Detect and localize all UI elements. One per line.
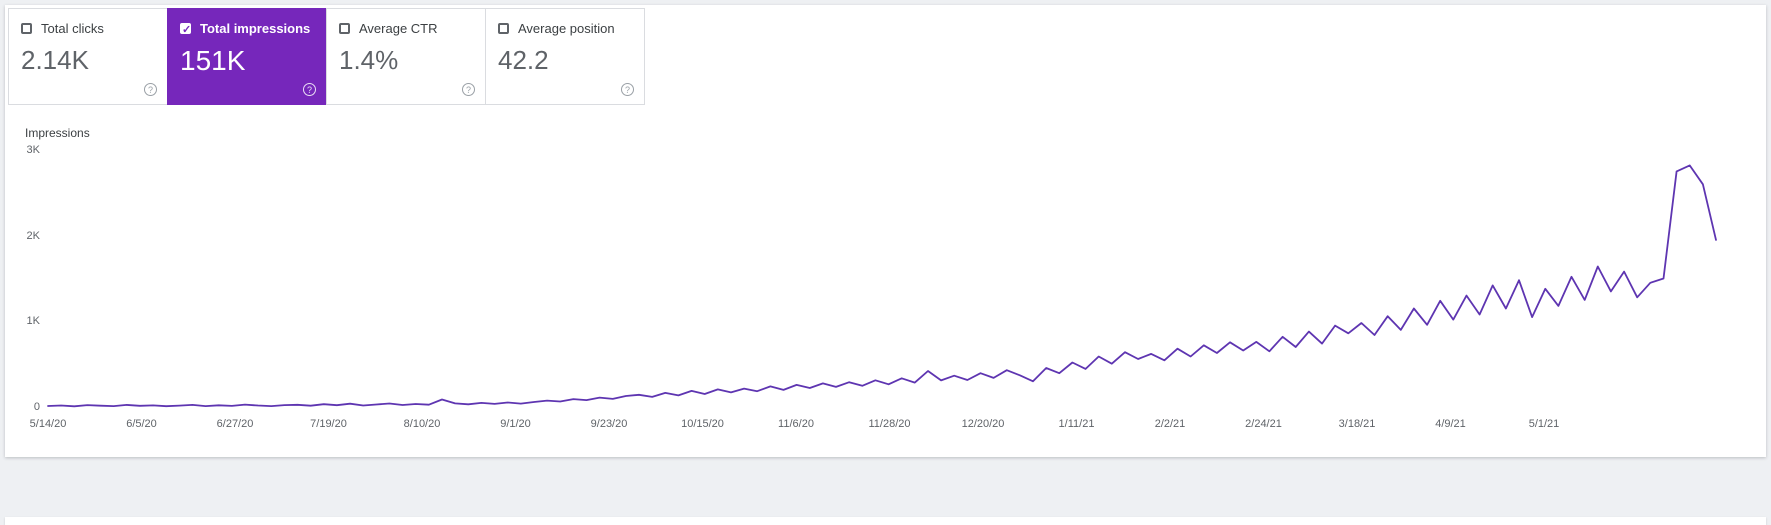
y-axis-tick-label: 2K <box>26 229 40 242</box>
x-axis-tick-label: 5/14/20 <box>29 418 67 430</box>
x-axis-tick-label: 2/24/21 <box>1245 418 1282 430</box>
x-axis-tick-label: 10/15/20 <box>681 418 724 430</box>
card-header: Average position <box>498 21 632 36</box>
card-label: Total impressions <box>200 21 311 36</box>
card-header: Total clicks <box>21 21 155 36</box>
x-axis-tick-label: 11/6/20 <box>778 418 814 430</box>
help-icon[interactable]: ? <box>144 83 157 96</box>
next-section-edge <box>5 517 1766 525</box>
x-axis-tick-label: 9/1/20 <box>500 418 531 430</box>
x-axis-tick-label: 6/27/20 <box>216 418 254 430</box>
card-label: Average CTR <box>359 21 438 36</box>
checkbox-checked-icon[interactable]: ✓ <box>180 23 192 36</box>
card-header: ✓ Total impressions <box>180 21 314 36</box>
x-axis-tick-label: 1/11/21 <box>1058 418 1095 430</box>
y-axis-tick-label: 3K <box>26 144 40 156</box>
checkbox-unchecked-icon[interactable] <box>339 23 350 34</box>
card-value: 42.2 <box>498 45 549 75</box>
help-icon[interactable]: ? <box>462 83 475 96</box>
x-axis-tick-label: 4/9/21 <box>1435 418 1466 430</box>
x-axis-tick-label: 9/23/20 <box>590 418 628 430</box>
y-axis-tick-label: 1K <box>26 315 40 328</box>
x-axis-tick-label: 7/19/20 <box>310 418 347 430</box>
card-value: 151K <box>180 45 246 76</box>
card-total-clicks[interactable]: Total clicks 2.14K ? <box>8 8 168 105</box>
card-label: Total clicks <box>41 21 104 36</box>
performance-panel: Total clicks 2.14K ? ✓ Total impressions… <box>5 5 1766 457</box>
impressions-line[interactable] <box>47 164 1717 408</box>
x-axis-tick-label: 12/20/20 <box>961 418 1005 430</box>
card-label: Average position <box>518 21 615 36</box>
x-axis-tick-label: 2/2/21 <box>1154 418 1186 430</box>
metric-cards: Total clicks 2.14K ? ✓ Total impressions… <box>8 8 645 105</box>
card-value: 2.14K <box>21 45 89 75</box>
card-total-impressions[interactable]: ✓ Total impressions 151K ? <box>167 8 327 105</box>
x-axis-tick-label: 8/10/20 <box>403 418 441 430</box>
help-icon[interactable]: ? <box>303 83 316 96</box>
chart-axis-title: Impressions <box>25 126 90 140</box>
x-axis-tick-label: 6/5/20 <box>126 418 157 430</box>
card-average-position[interactable]: Average position 42.2 ? <box>485 8 645 105</box>
card-average-ctr[interactable]: Average CTR 1.4% ? <box>326 8 486 105</box>
x-axis-tick-label: 11/28/20 <box>868 418 911 430</box>
impressions-chart[interactable] <box>5 5 1766 457</box>
x-axis-tick-label: 3/18/21 <box>1338 418 1376 430</box>
x-axis-tick-label: 5/1/21 <box>1528 418 1560 430</box>
card-value: 1.4% <box>339 45 399 75</box>
checkbox-unchecked-icon[interactable] <box>21 23 32 34</box>
help-icon[interactable]: ? <box>621 83 634 96</box>
card-header: Average CTR <box>339 21 473 36</box>
y-axis-tick-label: 0 <box>33 401 40 413</box>
checkbox-unchecked-icon[interactable] <box>498 23 509 34</box>
